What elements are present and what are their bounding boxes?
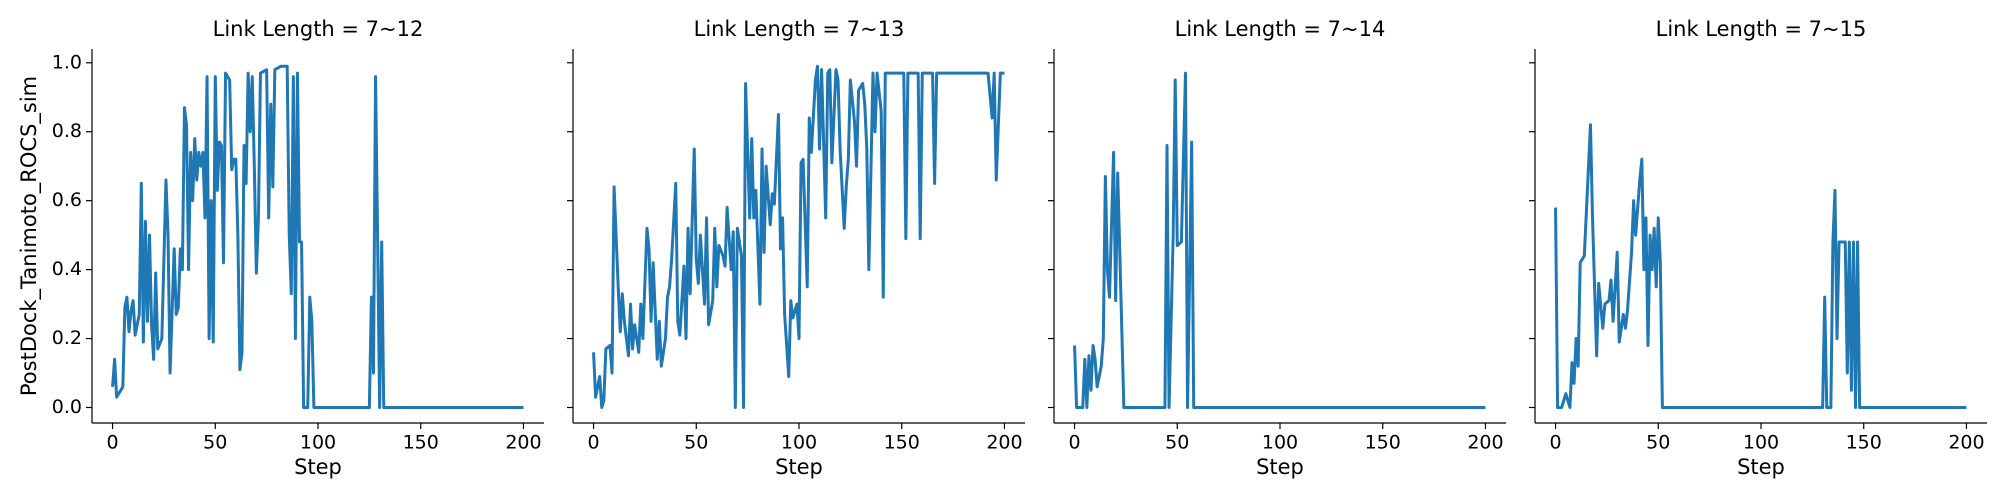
x-tick-label: 100 [300, 432, 336, 454]
x-tick-label: 150 [403, 432, 439, 454]
x-tick-label: 0 [106, 432, 118, 454]
x-tick-label: 200 [1948, 432, 1984, 454]
x-tick-label: 150 [1365, 432, 1401, 454]
y-tick-label: 0.8 [52, 120, 82, 142]
x-axis-label: Step [294, 455, 342, 479]
y-tick-label: 0.6 [52, 189, 82, 211]
x-tick-label: 50 [684, 432, 708, 454]
x-tick-label: 0 [587, 432, 599, 454]
data-line [1073, 71, 1486, 409]
x-axis-label: Step [775, 455, 823, 479]
x-axis-label: Step [1256, 455, 1304, 479]
x-tick-label: 50 [1646, 432, 1670, 454]
x-tick-label: 200 [505, 432, 541, 454]
panel-title: Link Length = 7~15 [1656, 17, 1867, 41]
data-line [111, 64, 524, 409]
x-tick-label: 0 [1068, 432, 1080, 454]
x-tick-label: 100 [1262, 432, 1298, 454]
y-tick-label: 1.0 [52, 51, 82, 73]
panel-title: Link Length = 7~12 [213, 17, 424, 41]
y-tick-label: 0.0 [52, 396, 82, 418]
x-tick-label: 100 [1743, 432, 1779, 454]
panel-title: Link Length = 7~14 [1175, 17, 1386, 41]
y-tick-label: 0.2 [52, 327, 82, 349]
x-tick-label: 50 [1165, 432, 1189, 454]
x-tick-label: 50 [203, 432, 227, 454]
x-tick-label: 200 [986, 432, 1022, 454]
x-tick-label: 150 [884, 432, 920, 454]
data-line [592, 64, 1005, 409]
x-tick-label: 150 [1846, 432, 1882, 454]
data-line [1554, 123, 1967, 409]
y-axis-label: PostDock_Tanimoto_ROCS_sim [17, 76, 42, 396]
x-tick-label: 200 [1467, 432, 1503, 454]
x-tick-label: 0 [1549, 432, 1561, 454]
x-tick-label: 100 [781, 432, 817, 454]
y-tick-label: 0.4 [52, 258, 82, 280]
x-axis-label: Step [1737, 455, 1785, 479]
panel-title: Link Length = 7~13 [694, 17, 905, 41]
